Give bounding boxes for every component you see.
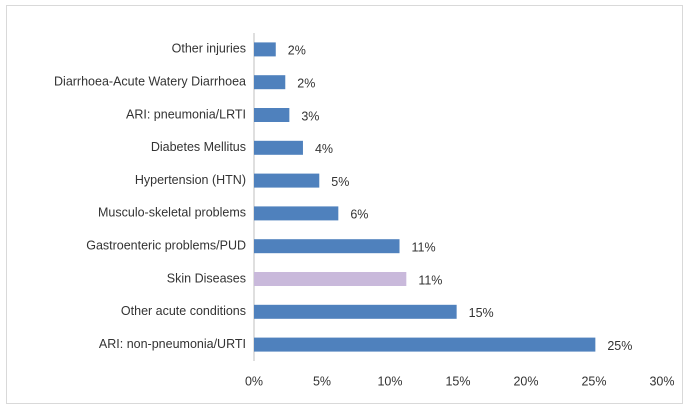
bar [254,173,320,188]
chart-border [6,5,683,404]
y-tick-label: Other acute conditions [121,304,246,318]
bar [254,206,339,221]
y-tick-label: ARI: non-pneumonia/URTI [99,337,246,351]
y-tick-label: Hypertension (HTN) [135,173,246,187]
value-label: 11% [418,273,442,287]
y-tick-label: ARI: pneumonia/LRTI [126,107,246,121]
x-tick-label: 30% [649,374,674,388]
value-label: 11% [412,240,436,254]
y-tick-label: Gastroenteric problems/PUD [86,238,246,252]
value-label: 2% [288,44,306,58]
value-label: 15% [469,306,494,320]
y-tick-label: Diarrhoea-Acute Watery Diarrhoea [54,74,246,88]
bar [254,42,276,57]
y-tick-label: Other injuries [172,42,246,56]
x-tick-label: 0% [245,374,263,388]
y-tick-label: Skin Diseases [167,271,246,285]
value-label: 3% [301,109,319,123]
x-tick-label: 15% [445,374,470,388]
value-label: 4% [315,142,333,156]
value-label: 2% [297,76,315,90]
value-label: 6% [350,208,368,222]
y-tick-label: Diabetes Mellitus [151,140,246,154]
x-tick-label: 5% [313,374,331,388]
bar [254,304,457,319]
value-label: 25% [607,339,632,353]
bar [254,272,407,286]
bar [254,108,290,122]
value-label: 5% [331,175,349,189]
bar [254,239,400,254]
y-tick-label: Musculo-skeletal problems [98,206,246,220]
x-tick-label: 25% [581,374,606,388]
x-tick-label: 20% [513,374,538,388]
x-tick-label: 10% [377,374,402,388]
bar [254,75,286,90]
bar [254,140,303,155]
bar [254,337,596,352]
